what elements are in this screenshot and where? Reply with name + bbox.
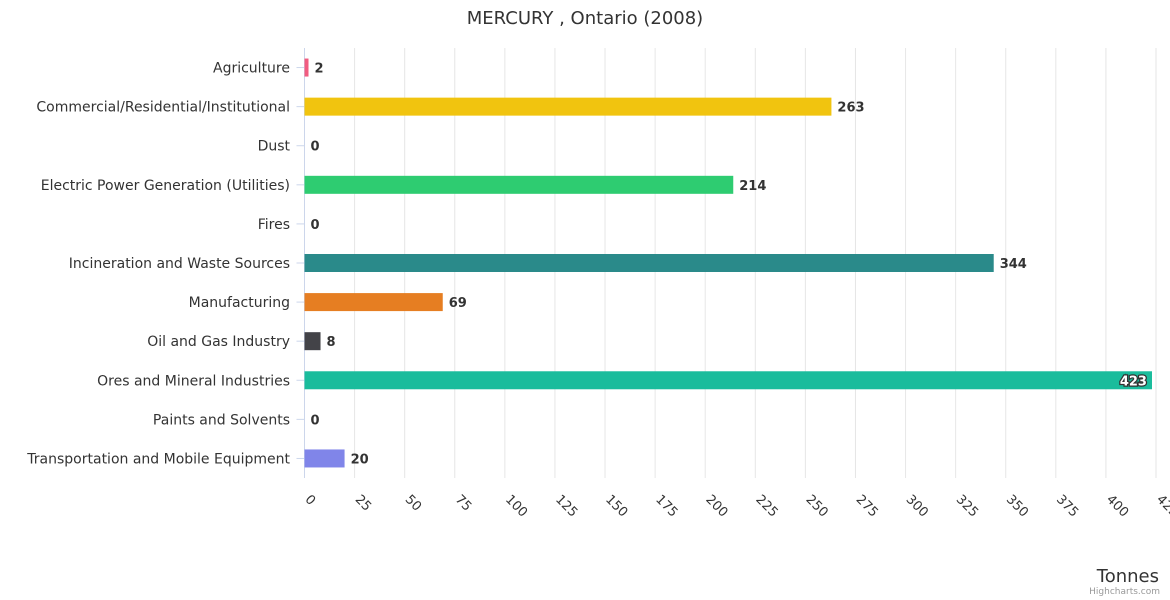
category-label: Incineration and Waste Sources <box>69 256 290 272</box>
category-label: Oil and Gas Industry <box>147 334 290 350</box>
bar[interactable] <box>304 449 345 468</box>
category-label: Paints and Solvents <box>153 412 290 428</box>
category-label: Fires <box>258 217 290 233</box>
data-label: 263 <box>837 101 864 116</box>
category-label: Electric Power Generation (Utilities) <box>41 178 290 194</box>
category-label: Manufacturing <box>189 295 290 311</box>
data-label: 0 <box>311 413 320 428</box>
data-label: 214 <box>739 179 766 194</box>
bar[interactable] <box>304 254 994 272</box>
category-label: Dust <box>258 139 291 155</box>
bar[interactable] <box>304 332 321 351</box>
bar[interactable] <box>304 58 309 77</box>
data-label: 20 <box>351 452 369 467</box>
chart-title: MERCURY , Ontario (2008) <box>467 8 703 29</box>
category-label: Ores and Mineral Industries <box>97 373 290 389</box>
category-label: Transportation and Mobile Equipment <box>26 451 290 467</box>
bar[interactable] <box>304 97 832 116</box>
bar[interactable] <box>304 371 1152 390</box>
credits-link[interactable]: Highcharts.com <box>1089 587 1160 597</box>
category-label: Agriculture <box>213 61 290 77</box>
category-labels: Agriculture Commercial/Residential/Instit… <box>26 61 305 467</box>
category-label: Commercial/Residential/Institutional <box>36 100 290 116</box>
data-label: 8 <box>327 335 336 350</box>
data-label: 0 <box>311 140 320 155</box>
x-axis-title: Tonnes <box>1096 566 1159 587</box>
bar[interactable] <box>304 293 443 312</box>
data-labels: 2 263 0 214 0 344 69 8 423 0 20 <box>311 62 1149 468</box>
data-label: 0 <box>311 218 320 233</box>
value-axis-ticks: 0 25 50 75 100 125 150 175 200 225 250 275 300 325 350… <box>302 492 1170 520</box>
bar[interactable] <box>304 175 734 194</box>
data-label: 423 <box>1120 374 1147 389</box>
data-label: 2 <box>315 62 324 77</box>
data-label: 344 <box>1000 257 1027 272</box>
data-label: 69 <box>449 296 467 311</box>
bars <box>304 58 1152 468</box>
